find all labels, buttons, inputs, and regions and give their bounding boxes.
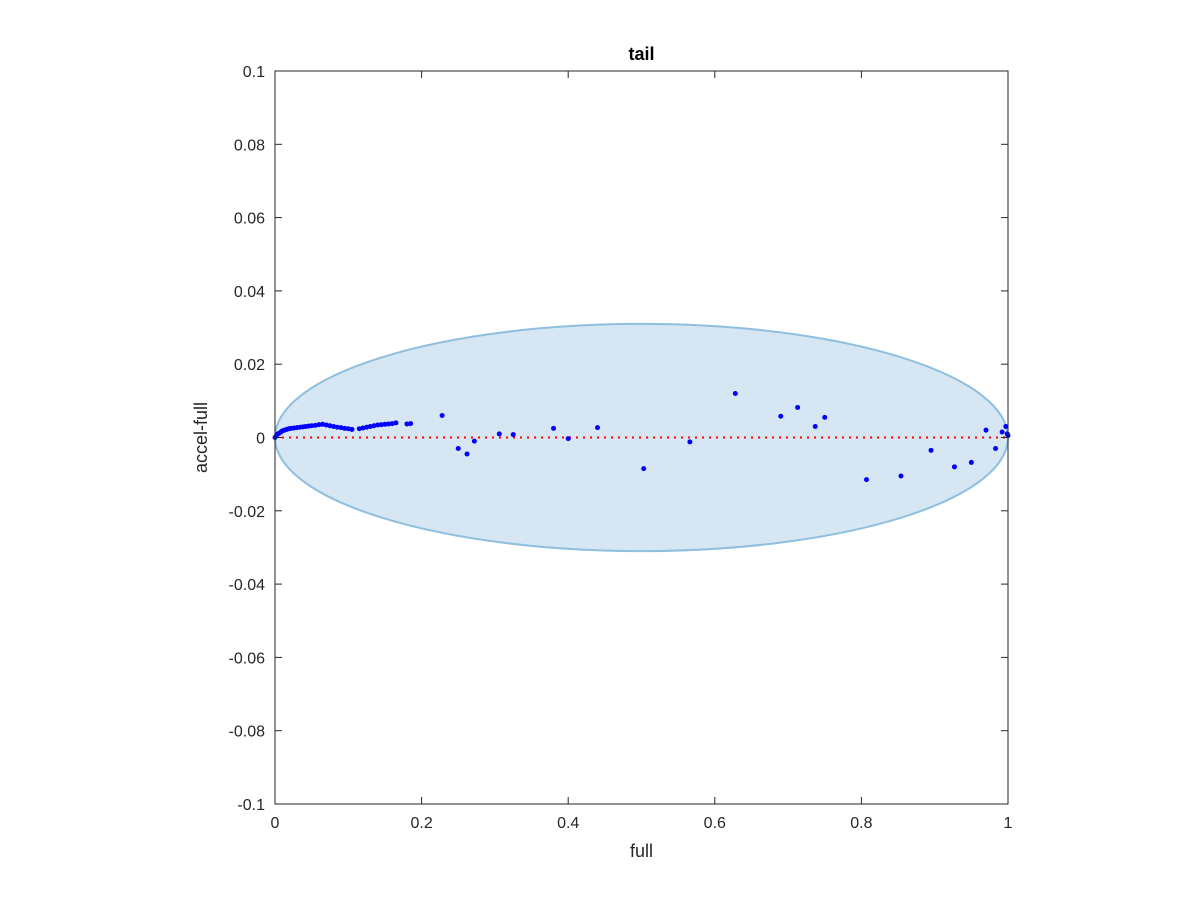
data-point xyxy=(732,391,738,397)
data-point xyxy=(496,431,502,437)
data-point xyxy=(551,425,557,431)
y-tick-label: 0.1 xyxy=(243,64,265,81)
x-tick-label: 0.2 xyxy=(410,815,432,832)
data-point xyxy=(334,424,340,430)
y-tick-label: 0.08 xyxy=(234,137,265,154)
data-point xyxy=(898,473,904,479)
y-tick-label: 0.04 xyxy=(234,284,265,301)
data-point xyxy=(864,477,870,483)
data-point xyxy=(464,451,470,457)
y-tick-label: -0.02 xyxy=(229,504,266,521)
data-point xyxy=(795,404,801,410)
x-tick-label: 0.4 xyxy=(557,815,579,832)
data-point xyxy=(812,424,818,430)
data-point xyxy=(342,425,348,431)
y-tick-label: -0.08 xyxy=(229,724,266,741)
data-point xyxy=(316,422,322,428)
data-point xyxy=(822,414,828,420)
y-tick-label: -0.1 xyxy=(237,797,265,814)
data-point xyxy=(408,421,414,427)
points-layer xyxy=(272,391,1011,483)
data-point xyxy=(471,438,477,444)
y-tick-label: -0.04 xyxy=(229,577,266,594)
data-point xyxy=(565,436,571,442)
data-point xyxy=(595,425,601,431)
y-tick-label: 0 xyxy=(256,431,265,448)
data-point xyxy=(968,459,974,465)
data-point xyxy=(999,429,1005,435)
x-tick-label: 0.8 xyxy=(850,815,872,832)
data-point xyxy=(386,421,392,427)
y-tick-label: -0.06 xyxy=(229,650,266,667)
chart-title: tail xyxy=(628,44,654,64)
data-point xyxy=(404,421,410,427)
data-point xyxy=(510,432,516,438)
data-point xyxy=(641,466,647,472)
data-point xyxy=(378,422,384,428)
x-tick-label: 0.6 xyxy=(704,815,726,832)
data-point xyxy=(309,423,315,429)
data-point xyxy=(687,439,693,445)
x-tick-label: 1 xyxy=(1004,815,1013,832)
data-point xyxy=(983,427,989,433)
data-point xyxy=(1003,424,1009,430)
data-point xyxy=(393,420,399,426)
data-point xyxy=(951,464,957,470)
data-point xyxy=(455,445,461,451)
data-point xyxy=(375,422,381,428)
x-tick-label: 0 xyxy=(271,815,280,832)
y-tick-label: 0.02 xyxy=(234,357,265,374)
ticks-layer: 0 0.2 0.4 0.6 0.8 1 -0.1 -0.08 -0.06 -0.04 -0.02 0 0… xyxy=(229,64,1013,832)
data-point xyxy=(439,413,445,419)
data-point xyxy=(993,445,999,451)
data-point xyxy=(778,413,784,419)
data-point xyxy=(928,447,934,453)
y-axis-label: accel-full xyxy=(191,402,211,473)
x-axis-label: full xyxy=(630,841,653,861)
y-tick-label: 0.06 xyxy=(234,211,265,228)
data-point xyxy=(382,421,388,427)
data-point xyxy=(349,426,355,432)
